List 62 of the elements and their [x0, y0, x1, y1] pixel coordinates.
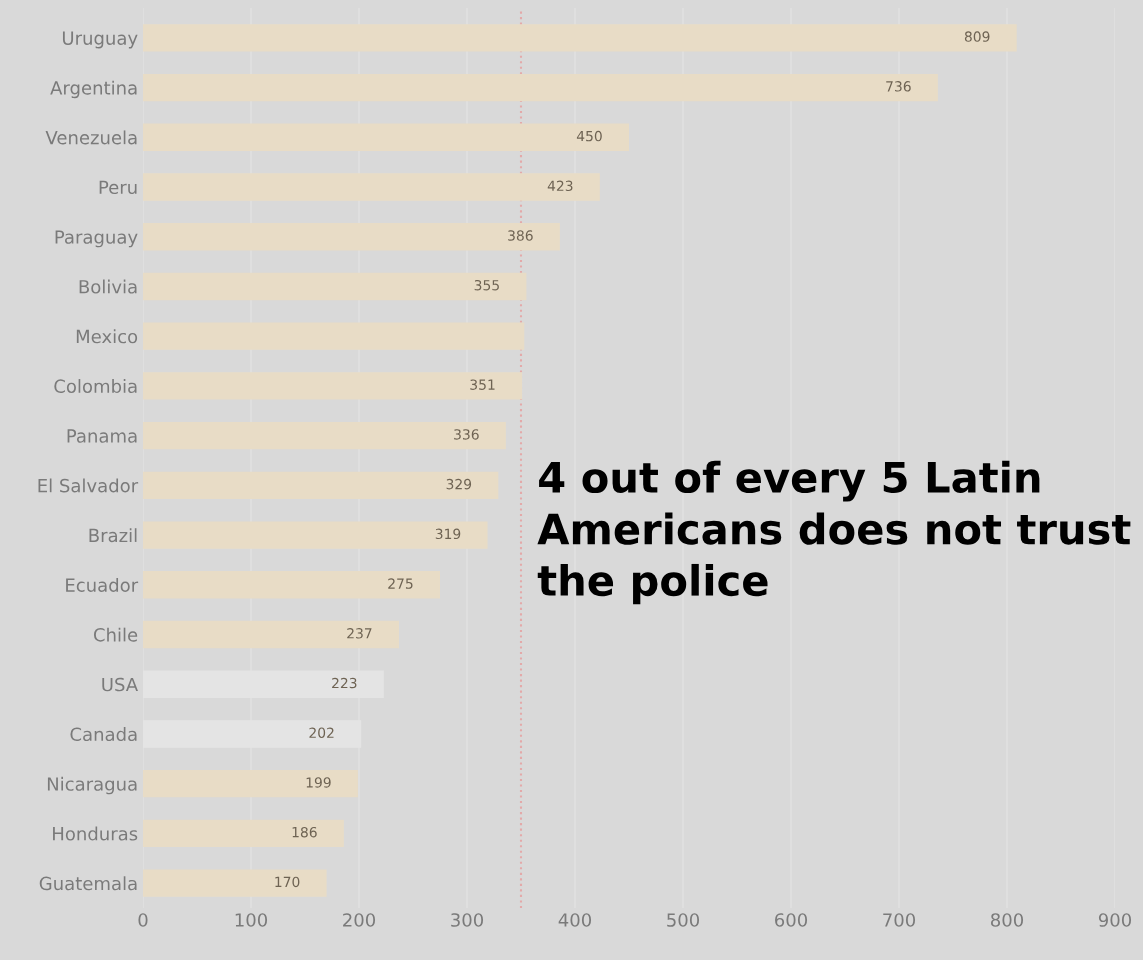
- data-label: 423: [547, 180, 573, 192]
- data-label: 319: [435, 528, 461, 540]
- x-tick-label: 700: [883, 913, 916, 927]
- x-tick-label: 100: [235, 913, 268, 927]
- y-tick-label: Canada: [70, 727, 137, 742]
- y-tick-label: Ecuador: [66, 577, 139, 592]
- y-tick-label: Guatemala: [39, 876, 137, 891]
- data-label: 351: [470, 379, 495, 390]
- data-label: 275: [388, 578, 413, 589]
- y-tick-label: Mexico: [76, 329, 138, 344]
- data-label: 450: [576, 130, 602, 142]
- bar: [143, 322, 525, 350]
- data-label: 355: [474, 279, 499, 291]
- bar: [143, 471, 499, 500]
- bar: [143, 272, 527, 301]
- y-tick-label: Nicaragua: [47, 776, 137, 795]
- y-tick-label: Venezuela: [45, 130, 137, 145]
- data-label: 186: [292, 826, 317, 838]
- data-label: 336: [454, 429, 479, 440]
- data-label: 329: [446, 478, 472, 490]
- x-tick-label: 400: [558, 913, 592, 927]
- data-label: 223: [332, 677, 357, 689]
- bar: [143, 521, 488, 549]
- y-tick-label: Paraguay: [55, 230, 138, 248]
- y-tick-label: Chile: [93, 627, 138, 642]
- x-tick-label: 900: [1098, 913, 1132, 927]
- bar: [143, 571, 440, 599]
- y-tick-label: Argentina: [50, 80, 137, 99]
- bar: [143, 620, 399, 649]
- text: 4 out of every 5 Latin Americans does not trust the police: [537, 460, 1131, 605]
- y-tick-label: Honduras: [53, 826, 138, 841]
- y-tick-label: Peru: [99, 180, 137, 195]
- bar: [143, 421, 506, 450]
- y-tick-label: Colombia: [54, 379, 137, 394]
- data-label: 170: [275, 876, 300, 888]
- bar: [143, 73, 938, 102]
- data-label: 386: [508, 230, 533, 241]
- y-tick-label: USA: [102, 677, 138, 692]
- bar: [143, 223, 560, 251]
- x-tick-label: 600: [775, 913, 808, 927]
- data-label: 809: [964, 31, 990, 42]
- data-label: 736: [886, 81, 911, 92]
- y-tick-label: El Salvador: [38, 478, 139, 493]
- bar: [143, 770, 358, 798]
- x-tick-label: 0: [138, 913, 148, 927]
- x-tick-label: 500: [667, 913, 700, 927]
- data-label: 199: [306, 777, 331, 788]
- y-tick-label: Uruguay: [62, 31, 138, 49]
- y-tick-label: Bolivia: [79, 279, 137, 294]
- bar: [143, 869, 327, 897]
- y-tick-label: Panama: [67, 429, 137, 443]
- bar: [143, 819, 344, 848]
- bar: [143, 173, 600, 201]
- x-tick-label: 800: [990, 913, 1024, 927]
- data-label: 237: [347, 628, 372, 639]
- y-tick-label: Brazil: [89, 528, 137, 543]
- x-tick-label: 300: [451, 913, 484, 927]
- data-label: 202: [309, 727, 334, 738]
- bar: [143, 372, 523, 400]
- x-tick-label: 200: [343, 913, 376, 927]
- bar: [143, 24, 1017, 52]
- bar: [143, 123, 629, 151]
